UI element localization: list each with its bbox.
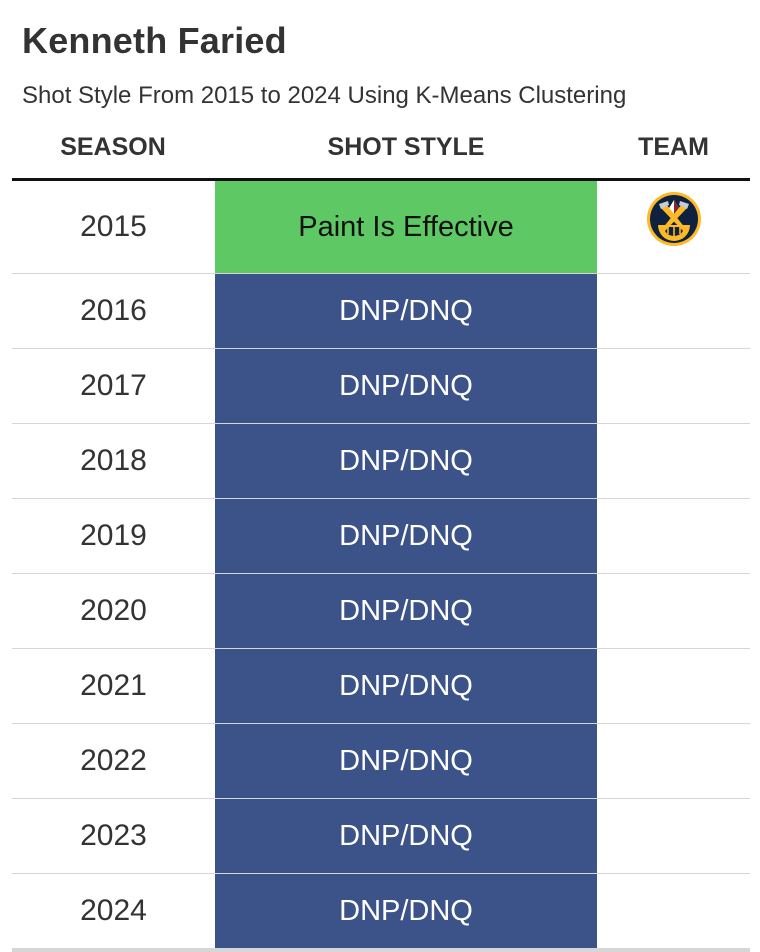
table-row: 2015 Paint Is Effective bbox=[12, 181, 750, 274]
season-cell: 2024 bbox=[80, 894, 147, 927]
table-header: SEASON SHOT STYLE TEAM bbox=[12, 133, 750, 165]
team-cell bbox=[597, 574, 750, 648]
season-cell: 2021 bbox=[80, 669, 147, 702]
season-cell: 2016 bbox=[80, 294, 147, 327]
shot-style-cell: DNP/DNQ bbox=[215, 499, 597, 573]
column-header-shot-style: SHOT STYLE bbox=[327, 133, 485, 161]
table-row: 2016 DNP/DNQ bbox=[12, 274, 750, 349]
shot-style-cell: DNP/DNQ bbox=[215, 574, 597, 648]
table-row: 2023 DNP/DNQ bbox=[12, 799, 750, 874]
table-row: 2017 DNP/DNQ bbox=[12, 349, 750, 424]
season-cell: 2019 bbox=[80, 519, 147, 552]
team-cell bbox=[597, 724, 750, 798]
shot-style-cell: DNP/DNQ bbox=[215, 349, 597, 423]
team-cell bbox=[597, 349, 750, 423]
team-cell bbox=[597, 424, 750, 498]
shot-style-table: 2015 Paint Is Effective 2016 DNP/DNQ 2017 DNP… bbox=[12, 181, 750, 952]
table-row: 2024 DNP/DNQ bbox=[12, 874, 750, 952]
season-cell: 2020 bbox=[80, 594, 147, 627]
season-cell: 2022 bbox=[80, 744, 147, 777]
table-row: 2019 DNP/DNQ bbox=[12, 499, 750, 574]
season-cell: 2017 bbox=[80, 369, 147, 402]
column-header-team: TEAM bbox=[638, 133, 709, 161]
denver-nuggets-logo-icon bbox=[646, 192, 701, 246]
shot-style-cell: DNP/DNQ bbox=[215, 724, 597, 798]
season-cell: 2023 bbox=[80, 819, 147, 852]
team-cell bbox=[597, 649, 750, 723]
chart-subtitle: Shot Style From 2015 to 2024 Using K-Mea… bbox=[22, 82, 627, 109]
table-row: 2021 DNP/DNQ bbox=[12, 649, 750, 724]
table-row: 2018 DNP/DNQ bbox=[12, 424, 750, 499]
column-header-season: SEASON bbox=[60, 133, 166, 161]
shot-style-cell: DNP/DNQ bbox=[215, 274, 597, 348]
team-cell bbox=[597, 799, 750, 873]
table-row: 2020 DNP/DNQ bbox=[12, 574, 750, 649]
team-cell bbox=[597, 181, 750, 273]
season-cell: 2015 bbox=[80, 210, 147, 243]
shot-style-cell: DNP/DNQ bbox=[215, 799, 597, 873]
chart-title: Kenneth Faried bbox=[22, 20, 287, 61]
shot-style-cell: DNP/DNQ bbox=[215, 874, 597, 948]
team-cell bbox=[597, 274, 750, 348]
shot-style-cell: DNP/DNQ bbox=[215, 649, 597, 723]
team-cell bbox=[597, 499, 750, 573]
season-cell: 2018 bbox=[80, 444, 147, 477]
shot-style-cell: Paint Is Effective bbox=[215, 181, 597, 273]
shot-style-cell: DNP/DNQ bbox=[215, 424, 597, 498]
header-divider bbox=[12, 178, 750, 181]
team-cell bbox=[597, 874, 750, 948]
table-row: 2022 DNP/DNQ bbox=[12, 724, 750, 799]
